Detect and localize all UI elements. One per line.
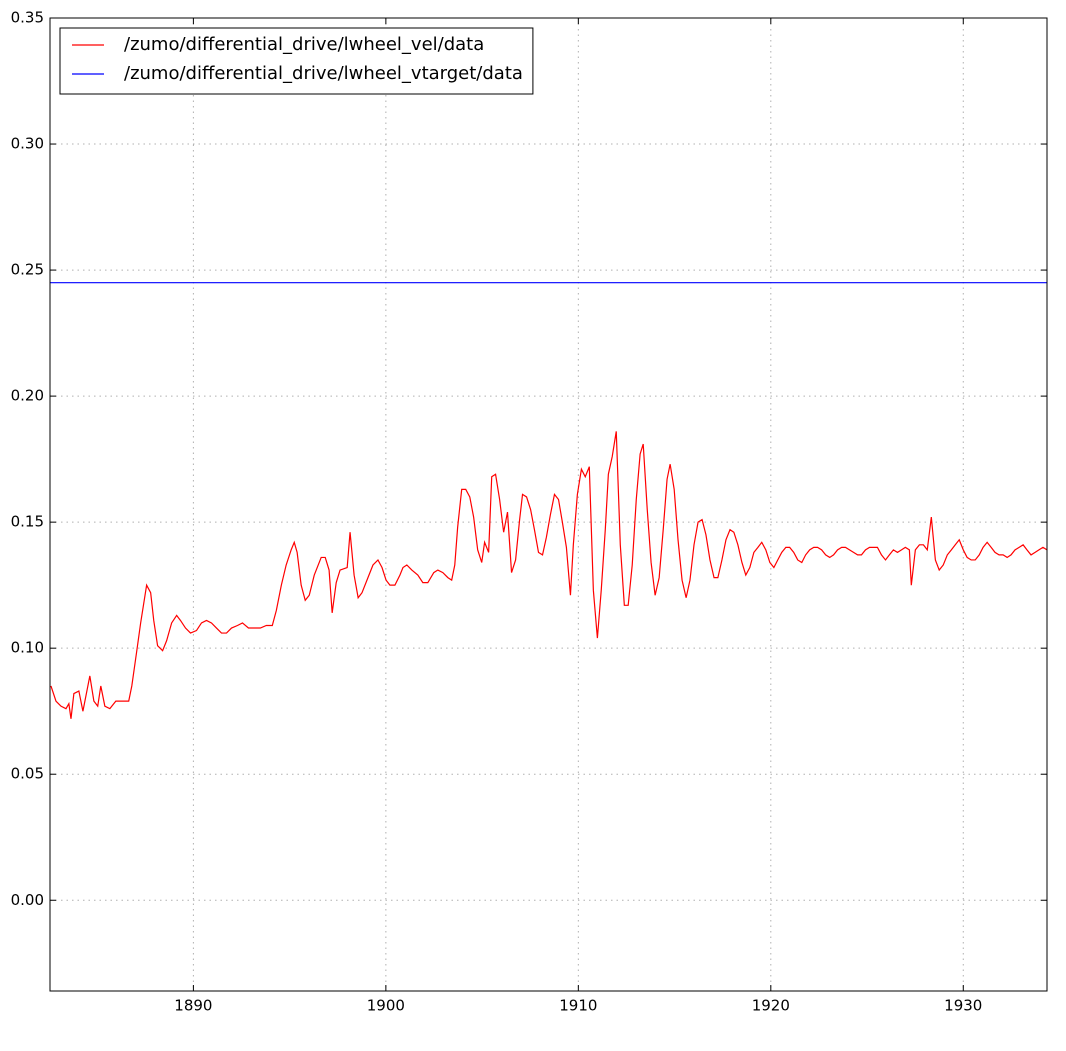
y-tick-label: 0.30	[11, 135, 44, 153]
x-tick-label: 1920	[752, 997, 790, 1015]
y-tick-label: 0.15	[11, 513, 44, 531]
legend-label: /zumo/differential_drive/lwheel_vtarget/…	[124, 63, 523, 84]
axes-frame	[49, 17, 1048, 992]
legend-label: /zumo/differential_drive/lwheel_vel/data	[124, 34, 484, 55]
y-tick-label: 0.10	[11, 639, 44, 657]
y-tick-label: 0.25	[11, 261, 44, 279]
x-tick-label: 1890	[174, 997, 212, 1015]
y-tick-label: 0.05	[11, 765, 44, 783]
legend-box	[59, 27, 534, 95]
legend: /zumo/differential_drive/lwheel_vel/data…	[59, 27, 534, 95]
x-tick-label: 1910	[559, 997, 597, 1015]
x-tick-label: 1900	[367, 997, 405, 1015]
x-tick-label: 1930	[944, 997, 982, 1015]
y-tick-label: 0.35	[11, 9, 44, 27]
plot-area	[50, 282, 1048, 719]
series-line	[50, 431, 1048, 719]
y-tick-label: 0.20	[11, 387, 44, 405]
y-tick-label: 0.00	[11, 891, 44, 909]
